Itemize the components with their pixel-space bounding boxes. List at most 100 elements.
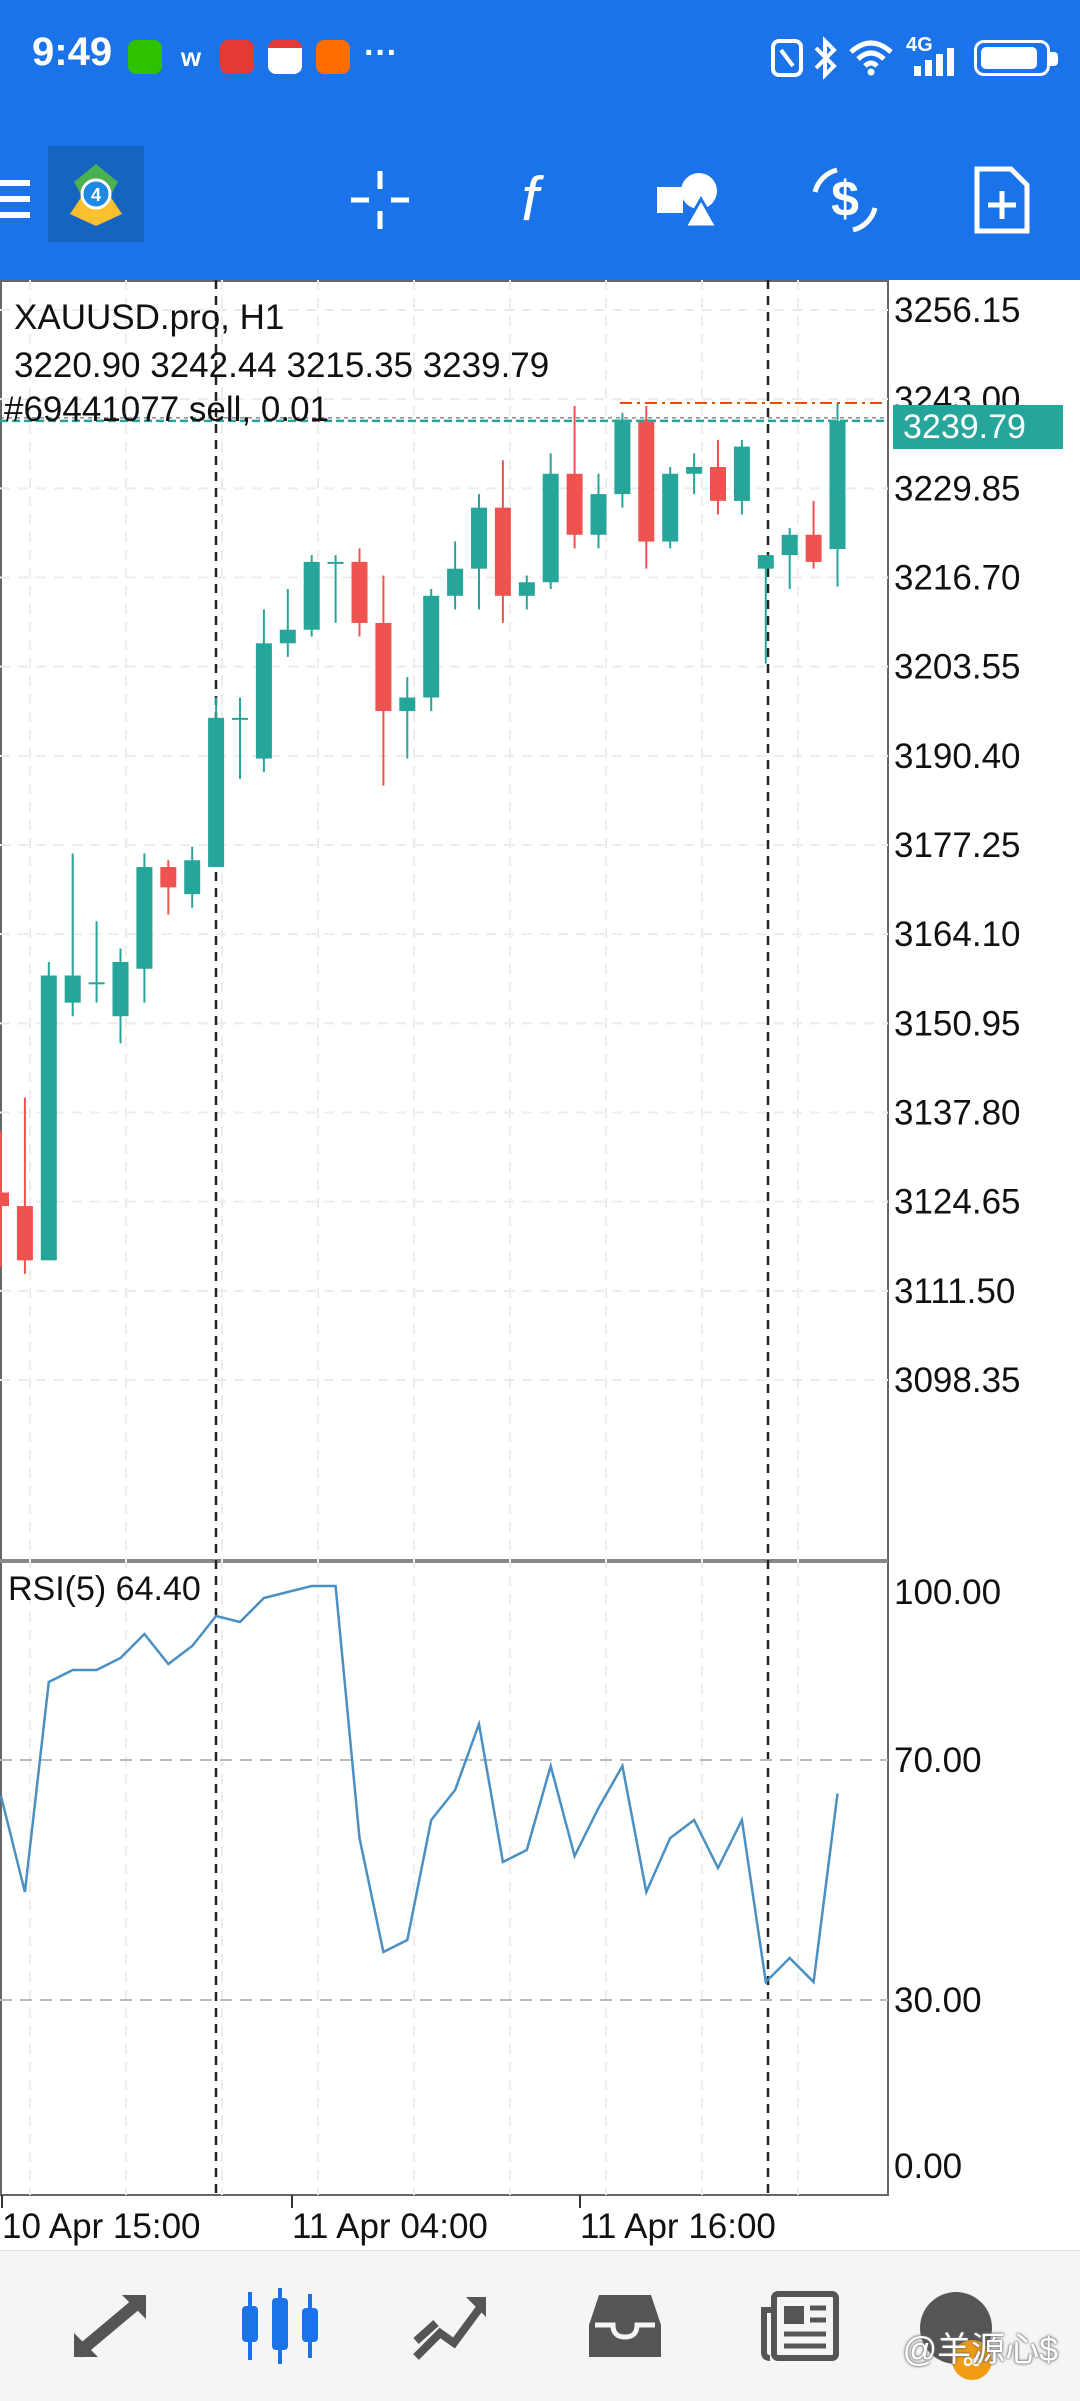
price-tick-label: 3150.95 (894, 1004, 1021, 1043)
calendar-app-icon (268, 40, 302, 74)
candle-body (614, 419, 631, 495)
watermark-text: @羊源心$ (902, 2331, 1058, 2369)
rsi-line-group (0, 1584, 888, 2001)
price-tick-label: 3177.25 (894, 826, 1021, 865)
candle-body (0, 1192, 9, 1207)
candle-body (64, 975, 81, 1003)
chart-candles-icon (242, 2288, 318, 2364)
svg-text:4: 4 (91, 185, 101, 205)
candle-body (40, 975, 57, 1261)
watermark-badge-icon: ∞ (952, 2340, 992, 2380)
status-bar: 9:49 w ··· 4G (0, 0, 1080, 118)
time-axis-label: 11 Apr 16:00 (580, 2207, 776, 2246)
candle-body (327, 561, 344, 564)
candle-body (447, 568, 464, 596)
candle-body (686, 466, 703, 474)
new-order-button[interactable] (952, 140, 1052, 260)
candle-body (351, 561, 368, 623)
candle-body (829, 420, 846, 550)
bluetooth-icon (814, 36, 837, 80)
ohlc-label: 3220.90 3242.44 3215.35 3239.79 (14, 346, 550, 385)
nav-trade[interactable] (390, 2251, 510, 2401)
axis-labels: 3256.153243.003229.853216.703203.553190.… (1, 291, 1021, 2246)
candle-body (16, 1206, 33, 1261)
rsi-tick-label: 30.00 (894, 1981, 982, 2020)
chart-area[interactable]: 3256.15 3243.00 3229.85 3216.70 3203.55 3190.… (0, 280, 1080, 2250)
trade-trend-icon (413, 2297, 486, 2360)
price-tick-label: 3256.15 (894, 291, 1021, 330)
nav-quotes[interactable] (50, 2251, 170, 2401)
metatrader-logo-icon: 4 (70, 164, 122, 226)
candle-body (399, 697, 416, 712)
rsi-chart-frame (0, 1560, 889, 2196)
price-tick-label: 3098.35 (894, 1361, 1021, 1400)
rsi-label: RSI(5) 64.40 (8, 1570, 201, 1608)
news-icon (761, 2291, 839, 2361)
price-tick-label: 3203.55 (894, 648, 1021, 687)
candle-body (542, 473, 559, 583)
nav-chart[interactable] (220, 2251, 340, 2401)
candle-body (471, 507, 487, 569)
rsi-tick-label: 100.00 (894, 1573, 1001, 1612)
svg-text:f: f (521, 165, 544, 234)
candle-body (662, 473, 679, 542)
chart-canvas[interactable]: 3256.153243.003229.853216.703203.553190.… (0, 280, 1080, 2250)
candle-body (710, 466, 726, 501)
hamburger-menu-icon[interactable] (0, 174, 34, 224)
signal-icon (914, 48, 954, 76)
symbol-swap-icon: $ (812, 167, 878, 233)
price-tick-label: 3124.65 (894, 1183, 1021, 1222)
wechat-icon (128, 40, 162, 74)
battery-icon (974, 40, 1050, 76)
more-notifications-icon: ··· (364, 34, 398, 72)
candle-body (136, 867, 153, 969)
candle-body (590, 494, 607, 535)
new-order-icon (974, 166, 1030, 234)
objects-shapes-icon (657, 173, 720, 229)
candle-body (566, 473, 583, 535)
price-tick-label: 3137.80 (894, 1094, 1021, 1133)
candle-body (494, 507, 511, 596)
candle-body (303, 561, 320, 630)
svg-text:$: $ (831, 171, 859, 227)
current-price-tag: 3239.79 (893, 405, 1063, 449)
candle-body (208, 717, 225, 868)
candle-body (423, 595, 440, 698)
rsi-line (0, 1584, 839, 1985)
indicator-f-icon: f (521, 165, 544, 234)
weibo-w-icon: w (174, 40, 208, 74)
candles (0, 401, 888, 1274)
indicators-button[interactable]: f (480, 140, 580, 260)
candle-body (638, 419, 655, 542)
candle-body (112, 961, 129, 1017)
price-tick-label: 3216.70 (894, 559, 1021, 598)
nav-history[interactable] (565, 2251, 685, 2401)
chart-toolbar: 4 f $ (0, 140, 1080, 260)
candle-body (279, 629, 296, 644)
red-app-icon (220, 40, 254, 74)
rsi-tick-label: 0.00 (894, 2147, 962, 2186)
candle-body (88, 982, 105, 985)
crosshair-button[interactable] (330, 140, 430, 260)
candle-body (232, 717, 248, 720)
status-time: 9:49 (32, 30, 113, 74)
candle-body (805, 534, 822, 562)
objects-button[interactable] (640, 140, 740, 260)
symbols-button[interactable]: $ (795, 140, 895, 260)
time-axis-label: 11 Apr 04:00 (292, 2207, 488, 2246)
price-tick-label: 3229.85 (894, 469, 1021, 508)
candle-body (781, 534, 798, 556)
metatrader-logo[interactable]: 4 (48, 146, 144, 242)
main-chart-frame (0, 280, 889, 1562)
candle-body (184, 860, 201, 895)
candle-body (255, 643, 272, 759)
battery-cap (1050, 52, 1058, 66)
candle-body (757, 555, 774, 569)
candle-body (733, 446, 750, 501)
quotes-arrows-icon (74, 2295, 146, 2358)
network-type: 4G (906, 34, 933, 56)
candle-body (518, 582, 535, 596)
nav-news[interactable] (740, 2251, 860, 2401)
bottom-navigation (0, 2250, 1080, 2401)
order-label: #69441077 sell, 0.01 (4, 390, 329, 429)
